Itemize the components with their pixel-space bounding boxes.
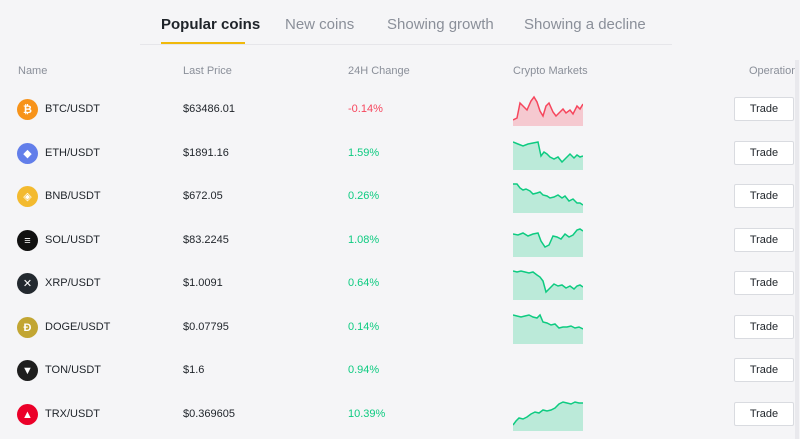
- table-row[interactable]: ▲ TRX/USDT $0.369605 10.39% Trade: [0, 393, 800, 437]
- tab-new-coins[interactable]: New coins: [285, 16, 355, 33]
- quote-symbol: /USDT: [67, 408, 100, 420]
- xrp-icon: ✕: [17, 273, 38, 294]
- last-price: $63486.01: [183, 103, 235, 115]
- bnb-icon: ◈: [17, 186, 38, 207]
- sparkline-chart: [513, 228, 583, 257]
- coin-symbol: TRX: [45, 408, 67, 420]
- 24h-change: 0.14%: [348, 321, 380, 333]
- table-row[interactable]: ≡ SOL/USDT $83.2245 1.08% Trade: [0, 219, 800, 263]
- trading-pair[interactable]: TRX/USDT: [45, 408, 100, 420]
- coin-symbol: ETH: [45, 147, 67, 159]
- last-price: $0.369605: [183, 408, 235, 420]
- last-price: $1.0091: [183, 277, 223, 289]
- coin-symbol: XRP: [45, 277, 68, 289]
- 24h-change: 10.39%: [348, 408, 386, 420]
- column-header-name: Name: [18, 65, 48, 77]
- table-row[interactable]: ✕ XRP/USDT $1.0091 0.64% Trade: [0, 262, 800, 306]
- tab-popular-coins[interactable]: Popular coins: [161, 16, 261, 33]
- scrollbar[interactable]: [795, 60, 799, 439]
- sparkline-chart: [513, 95, 583, 126]
- 24h-change: 0.26%: [348, 190, 380, 202]
- trade-button[interactable]: Trade: [734, 228, 794, 252]
- market-tabs: Popular coins New coins Showing growth S…: [140, 0, 672, 45]
- column-header-last-price: Last Price: [183, 65, 232, 77]
- tab-showing-growth[interactable]: Showing growth: [387, 16, 494, 33]
- quote-symbol: /USDT: [68, 364, 102, 376]
- ethereum-icon: ◆: [17, 143, 38, 164]
- trading-pair[interactable]: BTC/USDT: [45, 103, 100, 115]
- trade-button[interactable]: Trade: [734, 97, 794, 121]
- sparkline-chart: [513, 270, 583, 300]
- column-header-operation: Operation: [749, 65, 798, 77]
- last-price: $0.07795: [183, 321, 229, 333]
- 24h-change: 0.64%: [348, 277, 380, 289]
- trade-button[interactable]: Trade: [734, 315, 794, 339]
- solana-icon: ≡: [17, 230, 38, 251]
- trading-pair[interactable]: BNB/USDT: [45, 190, 101, 202]
- trading-pair[interactable]: ETH/USDT: [45, 147, 100, 159]
- table-row[interactable]: ◈ BNB/USDT $672.05 0.26% Trade: [0, 175, 800, 219]
- quote-symbol: /USDT: [67, 103, 100, 115]
- 24h-change: 0.94%: [348, 364, 380, 376]
- 24h-change: 1.59%: [348, 147, 380, 159]
- 24h-change: -0.14%: [348, 103, 383, 115]
- column-header-crypto-markets: Crypto Markets: [513, 65, 588, 77]
- table-row[interactable]: ▼ TON/USDT $1.6 0.94% Trade: [0, 349, 800, 393]
- tab-showing-decline[interactable]: Showing a decline: [524, 16, 646, 33]
- quote-symbol: /USDT: [67, 190, 101, 202]
- trading-pair[interactable]: TON/USDT: [45, 364, 101, 376]
- coin-symbol: BTC: [45, 103, 67, 115]
- last-price: $1.6: [183, 364, 205, 376]
- last-price: $1891.16: [183, 147, 229, 159]
- coin-symbol: BNB: [45, 190, 68, 202]
- trading-pair[interactable]: XRP/USDT: [45, 277, 101, 289]
- table-row[interactable]: ◆ ETH/USDT $1891.16 1.59% Trade: [0, 132, 800, 176]
- toncoin-icon: ▼: [17, 360, 38, 381]
- trade-button[interactable]: Trade: [734, 402, 794, 426]
- 24h-change: 1.08%: [348, 234, 380, 246]
- last-price: $672.05: [183, 190, 223, 202]
- column-header-24h-change: 24H Change: [348, 65, 410, 77]
- trading-pair[interactable]: SOL/USDT: [45, 234, 100, 246]
- trade-button[interactable]: Trade: [734, 184, 794, 208]
- trade-button[interactable]: Trade: [734, 141, 794, 165]
- quote-symbol: /USDT: [67, 234, 101, 246]
- table-row[interactable]: Ð DOGE/USDT $0.07795 0.14% Trade: [0, 306, 800, 350]
- trade-button[interactable]: Trade: [734, 358, 794, 382]
- bitcoin-icon: ₿: [17, 99, 38, 120]
- tron-icon: ▲: [17, 404, 38, 425]
- coin-symbol: DOGE: [45, 321, 78, 333]
- active-tab-indicator: [161, 42, 245, 44]
- quote-symbol: /USDT: [67, 147, 100, 159]
- trading-pair[interactable]: DOGE/USDT: [45, 321, 110, 333]
- dogecoin-icon: Ð: [17, 317, 38, 338]
- sparkline-chart: [513, 141, 583, 170]
- table-row[interactable]: ₿ BTC/USDT $63486.01 -0.14% Trade: [0, 88, 800, 132]
- coin-symbol: TON: [45, 364, 69, 376]
- quote-symbol: /USDT: [67, 277, 101, 289]
- sparkline-chart: [513, 401, 583, 431]
- quote-symbol: /USDT: [77, 321, 111, 333]
- last-price: $83.2245: [183, 234, 229, 246]
- sparkline-chart: [513, 313, 583, 344]
- sparkline-chart: [513, 183, 583, 213]
- trade-button[interactable]: Trade: [734, 271, 794, 295]
- coin-symbol: SOL: [45, 234, 68, 246]
